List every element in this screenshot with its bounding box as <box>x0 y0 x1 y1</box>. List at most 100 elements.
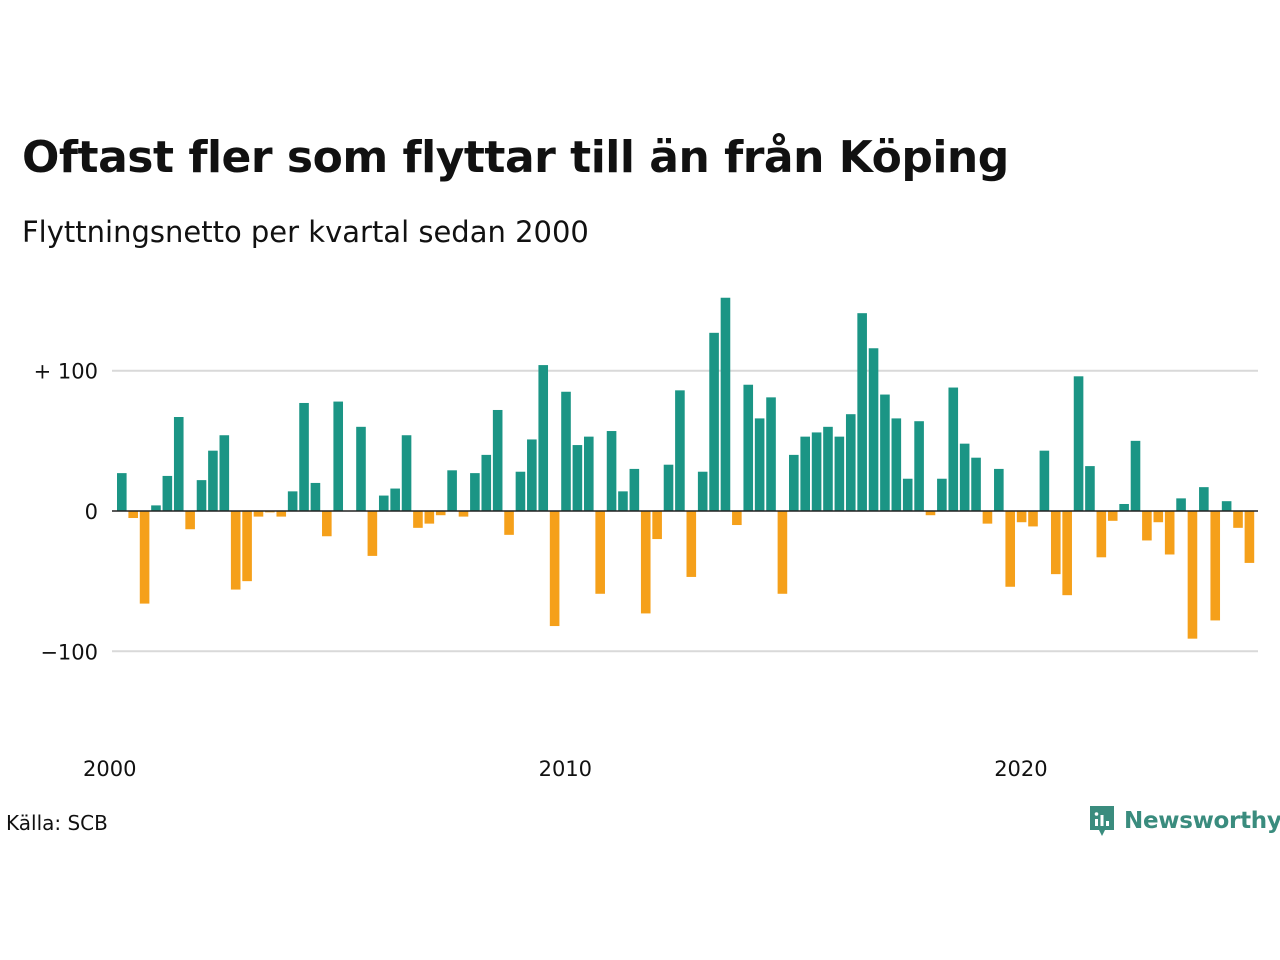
bar <box>196 480 207 511</box>
bar <box>1005 511 1016 587</box>
bar <box>971 457 981 511</box>
bar <box>1187 511 1198 639</box>
bar <box>937 478 947 511</box>
bar <box>834 436 845 511</box>
bar <box>173 417 184 511</box>
bar <box>356 426 366 511</box>
bar <box>1062 511 1072 596</box>
bar <box>1142 511 1152 541</box>
bar <box>322 511 332 537</box>
bar <box>959 443 970 511</box>
bar <box>663 464 674 511</box>
bar <box>891 418 902 511</box>
bar <box>1233 511 1243 528</box>
bar <box>675 390 685 511</box>
bar <box>652 511 662 540</box>
bar <box>367 511 378 556</box>
bar <box>1050 511 1061 575</box>
bar <box>1221 501 1232 511</box>
bar <box>276 511 287 517</box>
bar <box>1119 503 1129 512</box>
bar <box>1153 511 1164 523</box>
source-note: Källa: SCB <box>6 811 108 835</box>
bar <box>595 511 605 594</box>
bar <box>857 313 867 511</box>
bar <box>117 473 127 511</box>
bar <box>151 505 161 511</box>
bar <box>527 439 537 511</box>
bar <box>1199 487 1209 511</box>
bar <box>242 511 252 582</box>
bar <box>994 468 1004 511</box>
newsworthy-logo-icon <box>1090 806 1114 836</box>
bar <box>743 384 754 511</box>
bar <box>1085 466 1095 511</box>
bar <box>1016 511 1027 523</box>
y-tick-label: 0 <box>85 500 98 524</box>
bar <box>504 511 514 535</box>
bar <box>139 511 150 604</box>
bar <box>868 348 879 511</box>
chart-subtitle: Flyttningsnetto per kvartal sedan 2000 <box>22 215 589 249</box>
bar <box>401 435 412 511</box>
bar <box>458 511 469 517</box>
newsworthy-logo: Newsworthy <box>1088 804 1280 838</box>
bar <box>732 511 742 526</box>
bar <box>902 478 913 511</box>
bar <box>413 511 423 528</box>
bar <box>800 436 810 511</box>
bar <box>333 401 344 511</box>
bar <box>287 491 298 511</box>
bar <box>1107 511 1118 521</box>
bar <box>583 436 594 511</box>
bar <box>230 511 241 590</box>
bar <box>128 511 138 519</box>
brand-name: Newsworthy <box>1124 808 1280 834</box>
bar <box>481 454 492 511</box>
bar <box>1028 511 1038 527</box>
bar <box>299 402 309 511</box>
bar <box>561 391 571 511</box>
bar <box>880 394 890 511</box>
bar <box>754 418 765 511</box>
y-axis-ticks: + 100 0 −100 <box>34 360 98 665</box>
bar <box>538 365 549 511</box>
bar <box>162 475 173 512</box>
bar <box>720 297 731 511</box>
bar <box>1176 498 1186 511</box>
bar <box>982 511 993 524</box>
bar <box>823 426 833 511</box>
bar <box>925 511 936 516</box>
bar <box>697 471 708 511</box>
bar <box>549 511 560 627</box>
bar <box>219 435 230 511</box>
bar <box>208 450 218 511</box>
y-tick-label: + 100 <box>34 360 98 384</box>
bar <box>1039 450 1050 511</box>
bar <box>435 511 446 516</box>
bar <box>811 432 822 511</box>
bar <box>1130 440 1141 511</box>
bar <box>948 387 959 511</box>
bar <box>1210 511 1221 621</box>
x-tick-label: 2010 <box>539 757 592 781</box>
bar <box>618 491 628 511</box>
bar <box>572 445 583 511</box>
bar <box>515 471 526 511</box>
bar <box>1164 511 1175 555</box>
bar <box>1073 376 1084 511</box>
bar <box>378 495 389 511</box>
bar <box>253 511 264 517</box>
bar <box>1096 511 1107 558</box>
bars <box>117 297 1255 639</box>
bar <box>185 511 195 530</box>
bar <box>1244 511 1255 563</box>
bar <box>424 511 435 524</box>
bar <box>686 511 697 577</box>
y-tick-label: −100 <box>40 640 98 664</box>
bar <box>310 482 321 511</box>
bar <box>640 511 651 614</box>
x-tick-label: 2020 <box>994 757 1047 781</box>
bar <box>470 473 480 511</box>
